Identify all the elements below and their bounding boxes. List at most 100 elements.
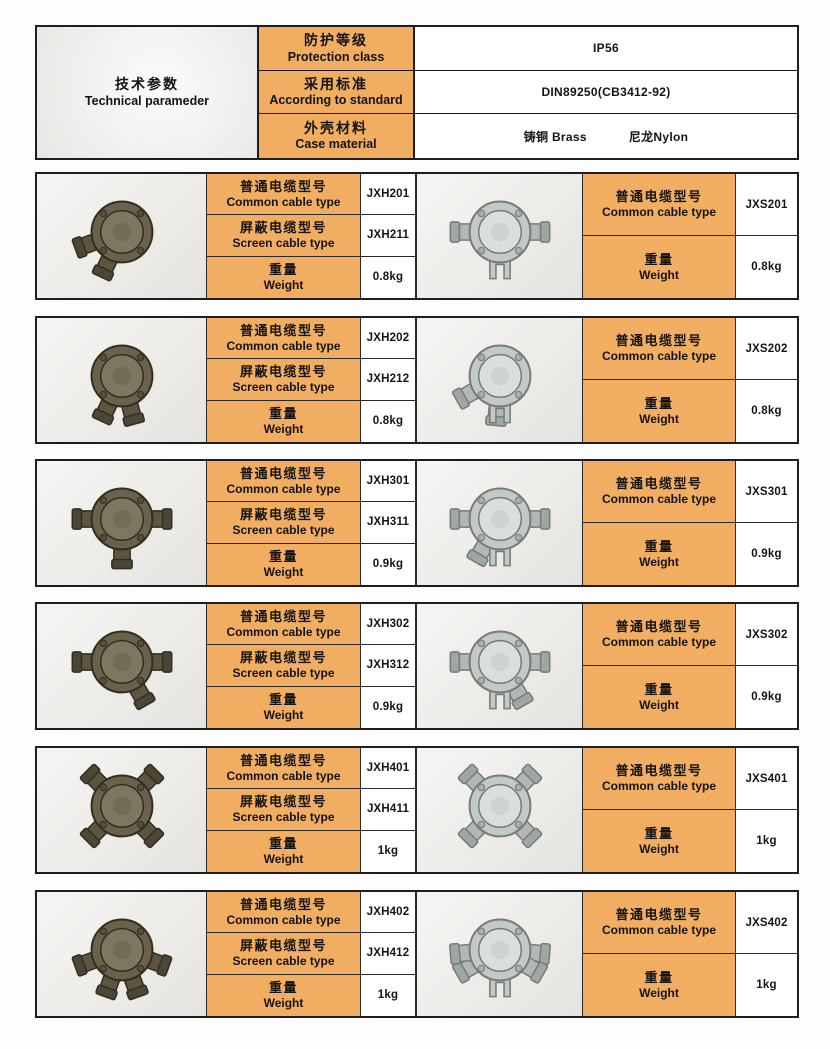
weight-label: 重量 Weight	[207, 686, 361, 728]
jxs-product-photo-cell	[416, 318, 583, 442]
jxh-product-photo-cell	[37, 892, 207, 1016]
common-cable-type-label: 普通电缆型号 Common cable type	[207, 748, 361, 790]
jxs-common-model-value: JXS401	[745, 772, 788, 785]
protection-class-label-cell: 防护等级 Protection class	[259, 27, 415, 71]
weight-zh: 重量	[644, 825, 674, 841]
weight-cell: 0.9kg	[361, 686, 416, 728]
common-cable-type-en: Common cable type	[226, 195, 341, 210]
jxs-common-model-value: JXS302	[745, 628, 788, 641]
jxh-junction-box-image	[51, 323, 193, 438]
jxh-junction-box-image	[51, 609, 193, 724]
weight-value: 1kg	[377, 989, 399, 1002]
jxh-junction-box-image	[51, 466, 193, 581]
weight-value: 0.8kg	[372, 415, 404, 428]
screen-cable-type-en: Screen cable type	[232, 236, 335, 251]
weight-en: Weight	[639, 267, 679, 282]
jxh-label-column: 普通电缆型号 Common cable type 屏蔽电缆型号 Screen c…	[207, 318, 361, 442]
screen-cable-type-zh: 屏蔽电缆型号	[239, 794, 327, 810]
jxh-value-column: JXH202 JXH212 0.8kg	[361, 318, 416, 442]
case-material-en: Case material	[295, 137, 377, 152]
jxs-value-column: JXS202 0.8kg	[736, 318, 797, 442]
weight-en: Weight	[263, 852, 304, 867]
weight-zh: 重量	[644, 538, 674, 554]
screen-cable-type-zh: 屏蔽电缆型号	[239, 938, 327, 954]
common-model-cell: JXH302	[361, 604, 416, 646]
jxs-common-model-cell: JXS302	[736, 604, 797, 666]
weight-label: 重量 Weight	[207, 830, 361, 872]
common-cable-type-zh: 普通电缆型号	[615, 189, 703, 205]
screen-cable-type-en: Screen cable type	[232, 380, 335, 395]
common-cable-type-label: 普通电缆型号 Common cable type	[583, 748, 736, 810]
common-cable-type-en: Common cable type	[601, 349, 717, 364]
jxh-label-column: 普通电缆型号 Common cable type 屏蔽电缆型号 Screen c…	[207, 748, 361, 872]
common-model-value: JXH402	[366, 906, 410, 919]
jxs-weight-cell: 1kg	[736, 810, 797, 872]
protection-class-value: IP56	[593, 41, 619, 56]
jxs-junction-box-image	[429, 609, 571, 724]
weight-cell: 1kg	[361, 830, 416, 872]
jxs-label-column: 普通电缆型号 Common cable type 重量 Weight	[583, 461, 736, 585]
technical-parameters-table: 技术参数 Technical parameder 防护等级 Protection…	[35, 25, 799, 160]
jxs-junction-box-image	[429, 897, 571, 1012]
common-cable-type-zh: 普通电缆型号	[615, 476, 703, 492]
screen-cable-type-zh: 屏蔽电缆型号	[239, 650, 327, 666]
weight-zh: 重量	[644, 681, 674, 697]
case-material-zh: 外壳材料	[304, 119, 368, 136]
common-model-cell: JXH202	[361, 318, 416, 360]
weight-en: Weight	[263, 565, 304, 580]
common-cable-type-en: Common cable type	[226, 339, 341, 354]
screen-cable-type-label: 屏蔽电缆型号 Screen cable type	[207, 215, 361, 257]
jxh-label-column: 普通电缆型号 Common cable type 屏蔽电缆型号 Screen c…	[207, 604, 361, 728]
common-cable-type-zh: 普通电缆型号	[615, 907, 703, 923]
jxs-label-column: 普通电缆型号 Common cable type 重量 Weight	[583, 892, 736, 1016]
common-cable-type-zh: 普通电缆型号	[615, 763, 703, 779]
screen-cable-type-label: 屏蔽电缆型号 Screen cable type	[207, 789, 361, 831]
common-cable-type-en: Common cable type	[601, 205, 717, 220]
jxs-common-model-value: JXS402	[745, 916, 788, 929]
common-cable-type-zh: 普通电缆型号	[615, 619, 703, 635]
jxs-product-photo-cell	[416, 174, 583, 298]
common-cable-type-en: Common cable type	[226, 482, 341, 497]
common-model-value: JXH401	[366, 762, 410, 775]
weight-zh: 重量	[268, 549, 298, 564]
jxh-product-photo-cell	[37, 604, 207, 728]
jxh-label-column: 普通电缆型号 Common cable type 屏蔽电缆型号 Screen c…	[207, 892, 361, 1016]
weight-label: 重量 Weight	[583, 380, 736, 442]
protection-class-value-cell: IP56	[415, 27, 797, 71]
screen-model-cell: JXH411	[361, 789, 416, 831]
weight-cell: 0.8kg	[361, 256, 416, 298]
jxs-weight-value: 0.9kg	[751, 691, 782, 703]
jxh-value-column: JXH201 JXH211 0.8kg	[361, 174, 416, 298]
jxs-weight-cell: 0.8kg	[736, 236, 797, 298]
jxh-label-column: 普通电缆型号 Common cable type 屏蔽电缆型号 Screen c…	[207, 461, 361, 585]
common-cable-type-zh: 普通电缆型号	[239, 178, 327, 194]
weight-label: 重量 Weight	[207, 256, 361, 298]
jxs-weight-value: 0.9kg	[751, 548, 782, 560]
common-cable-type-label: 普通电缆型号 Common cable type	[583, 892, 736, 954]
jxs-product-photo-cell	[416, 604, 583, 728]
product-table-row: 普通电缆型号 Common cable type 屏蔽电缆型号 Screen c…	[35, 890, 799, 1018]
technical-parameters-title-cell: 技术参数 Technical parameder	[37, 27, 259, 158]
jxs-weight-value: 1kg	[756, 835, 777, 847]
screen-model-cell: JXH212	[361, 359, 416, 401]
case-material-nylon: 尼龙Nylon	[628, 129, 689, 144]
jxs-common-model-cell: JXS201	[736, 174, 797, 236]
jxh-product-photo-cell	[37, 318, 207, 442]
jxs-weight-value: 1kg	[756, 979, 777, 991]
common-cable-type-zh: 普通电缆型号	[239, 322, 327, 338]
screen-cable-type-zh: 屏蔽电缆型号	[239, 364, 327, 380]
weight-label: 重量 Weight	[207, 400, 361, 442]
jxs-common-model-value: JXS202	[745, 342, 788, 355]
jxs-common-model-cell: JXS301	[736, 461, 797, 523]
screen-cable-type-en: Screen cable type	[232, 810, 335, 825]
weight-en: Weight	[263, 278, 304, 293]
common-cable-type-en: Common cable type	[601, 923, 717, 938]
weight-zh: 重量	[268, 980, 298, 995]
jxh-product-photo-cell	[37, 748, 207, 872]
title-en: Technical parameder	[84, 93, 210, 108]
jxs-common-model-cell: JXS402	[736, 892, 797, 954]
jxs-weight-cell: 0.8kg	[736, 380, 797, 442]
common-model-value: JXH201	[366, 188, 410, 201]
screen-cable-type-label: 屏蔽电缆型号 Screen cable type	[207, 933, 361, 975]
